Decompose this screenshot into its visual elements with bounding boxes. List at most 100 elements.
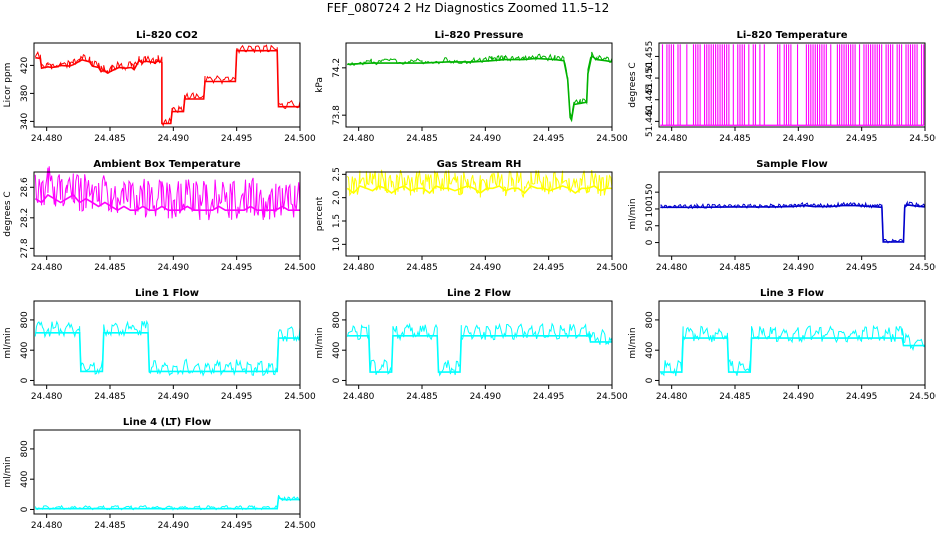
chart-title: Gas Stream RH [437,159,522,170]
x-tick-label: 24.485 [406,263,438,273]
chart-panel-7: Line 1 Flow 24.480 24.485 24.490 24.495 24.50… [3,288,316,402]
chart-panel-5: Gas Stream RH 24.480 24.485 24.490 24.495 24.… [315,159,628,273]
x-tick-label: 24.480 [656,263,688,273]
x-tick-label: 24.485 [719,263,751,273]
x-tick-label: 24.480 [343,263,375,273]
y-axis-label: ml/min [628,327,638,358]
plot-frame [658,300,926,386]
x-tick-label: 24.495 [846,392,878,402]
series-line [660,44,925,126]
x-tick-label: 24.495 [221,263,253,273]
chart-panel-4: Ambient Box Temperature 24.480 24.485 24.49… [3,159,316,273]
x-tick-label: 24.500 [909,134,936,144]
data-noise [659,324,926,377]
chart-title: Line 4 (LT) Flow [123,417,211,428]
data-line [35,332,300,373]
x-tick-label: 24.480 [31,521,63,531]
x-tick-label: 24.500 [596,263,628,273]
y-tick-label: 150 [645,183,655,200]
y-axis-label: degrees C [3,191,13,236]
chart-title: Sample Flow [756,159,828,170]
data-line [347,54,613,123]
series-line [346,322,613,377]
series-line [346,51,613,123]
x-tick-label: 24.495 [846,263,878,273]
x-tick-label: 24.490 [783,392,815,402]
series-line [34,494,301,511]
y-tick-label: 420 [20,57,30,74]
chart-title: Line 1 Flow [135,288,199,299]
y-tick-label: 0 [20,506,30,512]
x-tick-label: 24.480 [656,134,688,144]
x-tick-label: 24.495 [221,134,253,144]
x-tick-label: 24.485 [406,392,438,402]
y-tick-label: 400 [645,341,655,358]
y-tick-label: 800 [332,311,342,328]
x-tick-label: 24.480 [31,263,63,273]
plot-frame [658,42,926,128]
y-tick-label: 2.5 [332,167,342,181]
y-axis-label: ml/min [628,198,638,229]
x-tick-label: 24.490 [470,392,502,402]
data-line [35,496,300,510]
data-noise [34,319,301,377]
chart-title: Ambient Box Temperature [93,159,240,170]
y-tick-label: 0 [332,377,342,383]
y-tick-label: 51.440 [645,105,655,137]
y-axis-label: ml/min [3,327,13,358]
y-tick-label: 0 [645,377,655,383]
plot-frame [658,171,926,257]
x-tick-label: 24.500 [596,392,628,402]
plot-frame [345,300,613,386]
series-line [660,200,926,244]
y-axis-label: ml/min [3,456,13,487]
y-tick-label: 1.5 [332,214,342,228]
x-tick-label: 24.495 [533,263,565,273]
y-tick-label: 400 [20,470,30,487]
x-tick-label: 24.495 [533,134,565,144]
data-noise [34,44,301,127]
series-line [346,169,613,198]
data-line [35,49,300,125]
chart-panel-3: Li–820 Temperature 24.480 24.485 24.490 24.4… [628,30,936,144]
y-tick-label: 1.0 [332,237,342,252]
x-tick-label: 24.480 [31,134,63,144]
x-tick-label: 24.485 [94,134,126,144]
y-tick-label: 73.8 [332,105,342,125]
data-line [34,193,300,212]
y-tick-label: 340 [20,113,30,130]
x-tick-label: 24.500 [284,392,316,402]
data-noise [34,494,301,511]
y-tick-label: 51.445 [645,84,655,116]
chart-panel-8: Line 2 Flow 24.480 24.485 24.490 24.495 24.50… [315,288,628,402]
y-tick-label: 27.8 [20,238,30,258]
y-tick-label: 400 [20,341,30,358]
data-noise [660,200,926,244]
x-tick-label: 24.485 [719,134,751,144]
x-tick-label: 24.495 [221,392,253,402]
x-tick-label: 24.500 [284,521,316,531]
y-axis-label: degrees C [628,62,638,107]
y-axis-label: Licor ppm [3,63,13,108]
plot-frame [345,42,613,128]
y-tick-label: 51.450 [645,62,655,94]
y-tick-label: 28.6 [20,177,30,197]
y-tick-label: 800 [645,311,655,328]
series-line [34,166,301,221]
chart-title: Li–820 Pressure [435,30,524,41]
y-tick-label: 74.2 [332,58,342,78]
y-tick-label: 380 [20,85,30,102]
chart-title: Line 3 Flow [760,288,824,299]
x-tick-label: 24.500 [596,134,628,144]
y-tick-label: 50 [645,220,655,232]
chart-title: Li–820 CO2 [136,30,198,41]
chart-panel-9: Line 3 Flow 24.480 24.485 24.490 24.495 24.50… [628,288,936,402]
y-tick-label: 400 [332,341,342,358]
data-line [660,337,925,373]
series-line [34,44,301,127]
x-tick-label: 24.490 [783,263,815,273]
x-tick-label: 24.485 [94,521,126,531]
x-tick-label: 24.480 [343,392,375,402]
x-tick-label: 24.495 [533,392,565,402]
y-tick-label: 800 [20,311,30,328]
